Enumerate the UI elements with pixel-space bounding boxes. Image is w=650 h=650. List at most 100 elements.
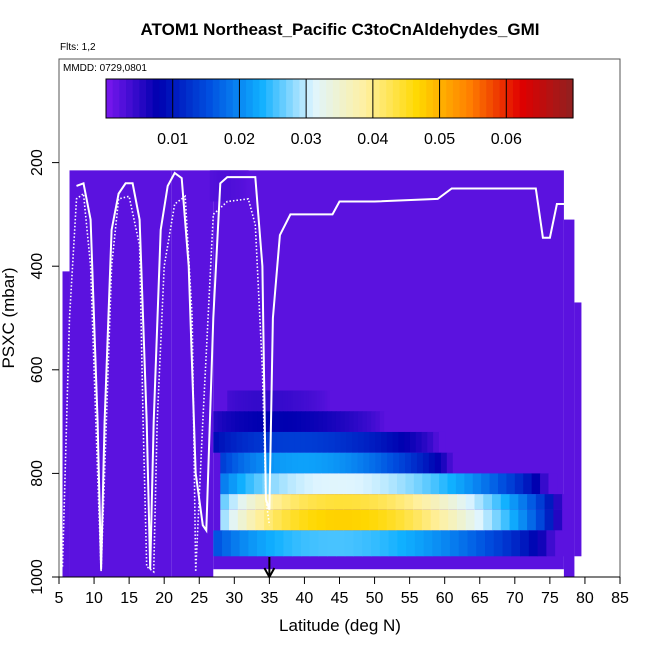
heatmap-cell [283,530,293,557]
heatmap-cell [255,494,265,510]
heatmap-cell [309,452,317,474]
heatmap-cell [404,494,414,510]
heatmap-cell [304,473,314,495]
heatmap-cell [316,390,320,412]
heatmap-cell [404,509,414,531]
heatmap-cell [219,431,226,453]
colorbar-segment [419,79,427,118]
colorbar-segment [526,79,534,118]
heatmap-cell [240,170,243,202]
heatmap-column [563,219,575,577]
heatmap-cell [300,411,306,432]
heatmap-cell [360,494,370,510]
colorbar-segment [512,79,521,118]
heatmap-cell [316,494,326,510]
heatmap-cell [211,170,214,202]
heatmap-cell [230,431,237,453]
heatmap-cell [237,494,248,510]
heatmap-cell [232,452,239,474]
heatmap-cell [244,170,246,202]
heatmap-cell [325,494,335,510]
heatmap-cell [458,530,468,557]
heatmap-cell [230,170,232,202]
heatmap-cell [232,390,236,412]
colorbar-segment [132,79,140,118]
heatmap-cell [371,411,376,432]
heatmap-cell [294,431,301,453]
x-tick-label: 40 [296,590,314,607]
x-axis-label: Latitude (deg N) [279,616,401,635]
heatmap-cell [433,431,440,453]
heatmap-cell [223,170,225,202]
heatmap-cell [369,494,379,510]
colorbar-segment [399,79,407,118]
heatmap-cell [344,411,350,432]
x-tick-label: 15 [120,590,138,607]
latitude-marker [263,557,276,580]
heatmap-cell [553,509,563,531]
heatmap-cell [237,390,241,412]
heatmap-cell [220,473,230,495]
heatmap-cell [226,170,228,202]
heatmap-cell [415,431,423,453]
x-axis: 5 10 15 20 25 30 35 40 45 50 55 60 65 70 75 80 85 [55,576,629,607]
heatmap-cell [427,431,434,453]
heatmap-cell [416,452,424,474]
flights-label: Flts: 1,2 [60,42,96,53]
heatmap-cell [321,390,326,412]
heatmap-cell [327,530,337,557]
heatmap-cell [438,431,446,453]
heatmap-cell [421,431,428,453]
heatmap-cell [353,530,363,557]
heatmap-cell [290,494,300,510]
colorbar-segment [112,79,120,118]
heatmap-cell [217,411,223,432]
colorbar-segment [272,79,281,118]
colorbar-segment [239,79,247,118]
colorbar-segment [359,79,367,118]
heatmap-cell [299,509,309,531]
heatmap-cell [279,411,284,432]
colorbar-segment [519,79,527,118]
colorbar-segment [386,79,394,118]
heatmap-cell [297,452,305,474]
heatmap-cell [413,494,423,510]
heatmap-cell [346,473,356,495]
heatmap-cell [229,509,239,531]
heatmap-cell [422,473,432,495]
x-tick-label: 5 [55,590,64,607]
heatmap-cell [228,473,238,495]
colorbar-segment [226,79,234,118]
heatmap-cell [562,509,572,531]
colorbar-segment [412,79,421,118]
colorbar-segment [246,79,254,118]
heatmap-cell [411,452,418,474]
heatmap-cell [287,390,291,412]
heatmap-cell [413,509,423,531]
y-tick-label: 200 [29,149,46,176]
heatmap-cell [500,509,511,531]
heatmap-cell [312,473,322,495]
colorbar-segment [559,79,567,118]
heatmap-cell [339,452,346,474]
heatmap-cell [353,411,359,432]
heatmap-cell [213,411,219,432]
heatmap-cell [292,411,298,432]
heatmap-cell [562,494,572,510]
colorbar-frame [105,78,574,119]
heatmap-cell [318,411,324,432]
colorbar-segment [506,79,514,118]
x-tick-label: 70 [506,590,524,607]
heatmap-cell [489,473,499,495]
heatmap-cell [369,509,379,531]
heatmap-cell [375,431,382,453]
heatmap-cell [502,530,512,557]
heatmap-cell [225,170,227,202]
heatmap-cell [346,431,353,453]
heatmap-cell [296,411,302,432]
heatmap-cell [322,411,328,432]
heatmap-cell [282,431,289,453]
heatmap-cell [279,452,287,474]
heatmap-cell [243,170,245,202]
heatmap-cell [271,431,278,453]
